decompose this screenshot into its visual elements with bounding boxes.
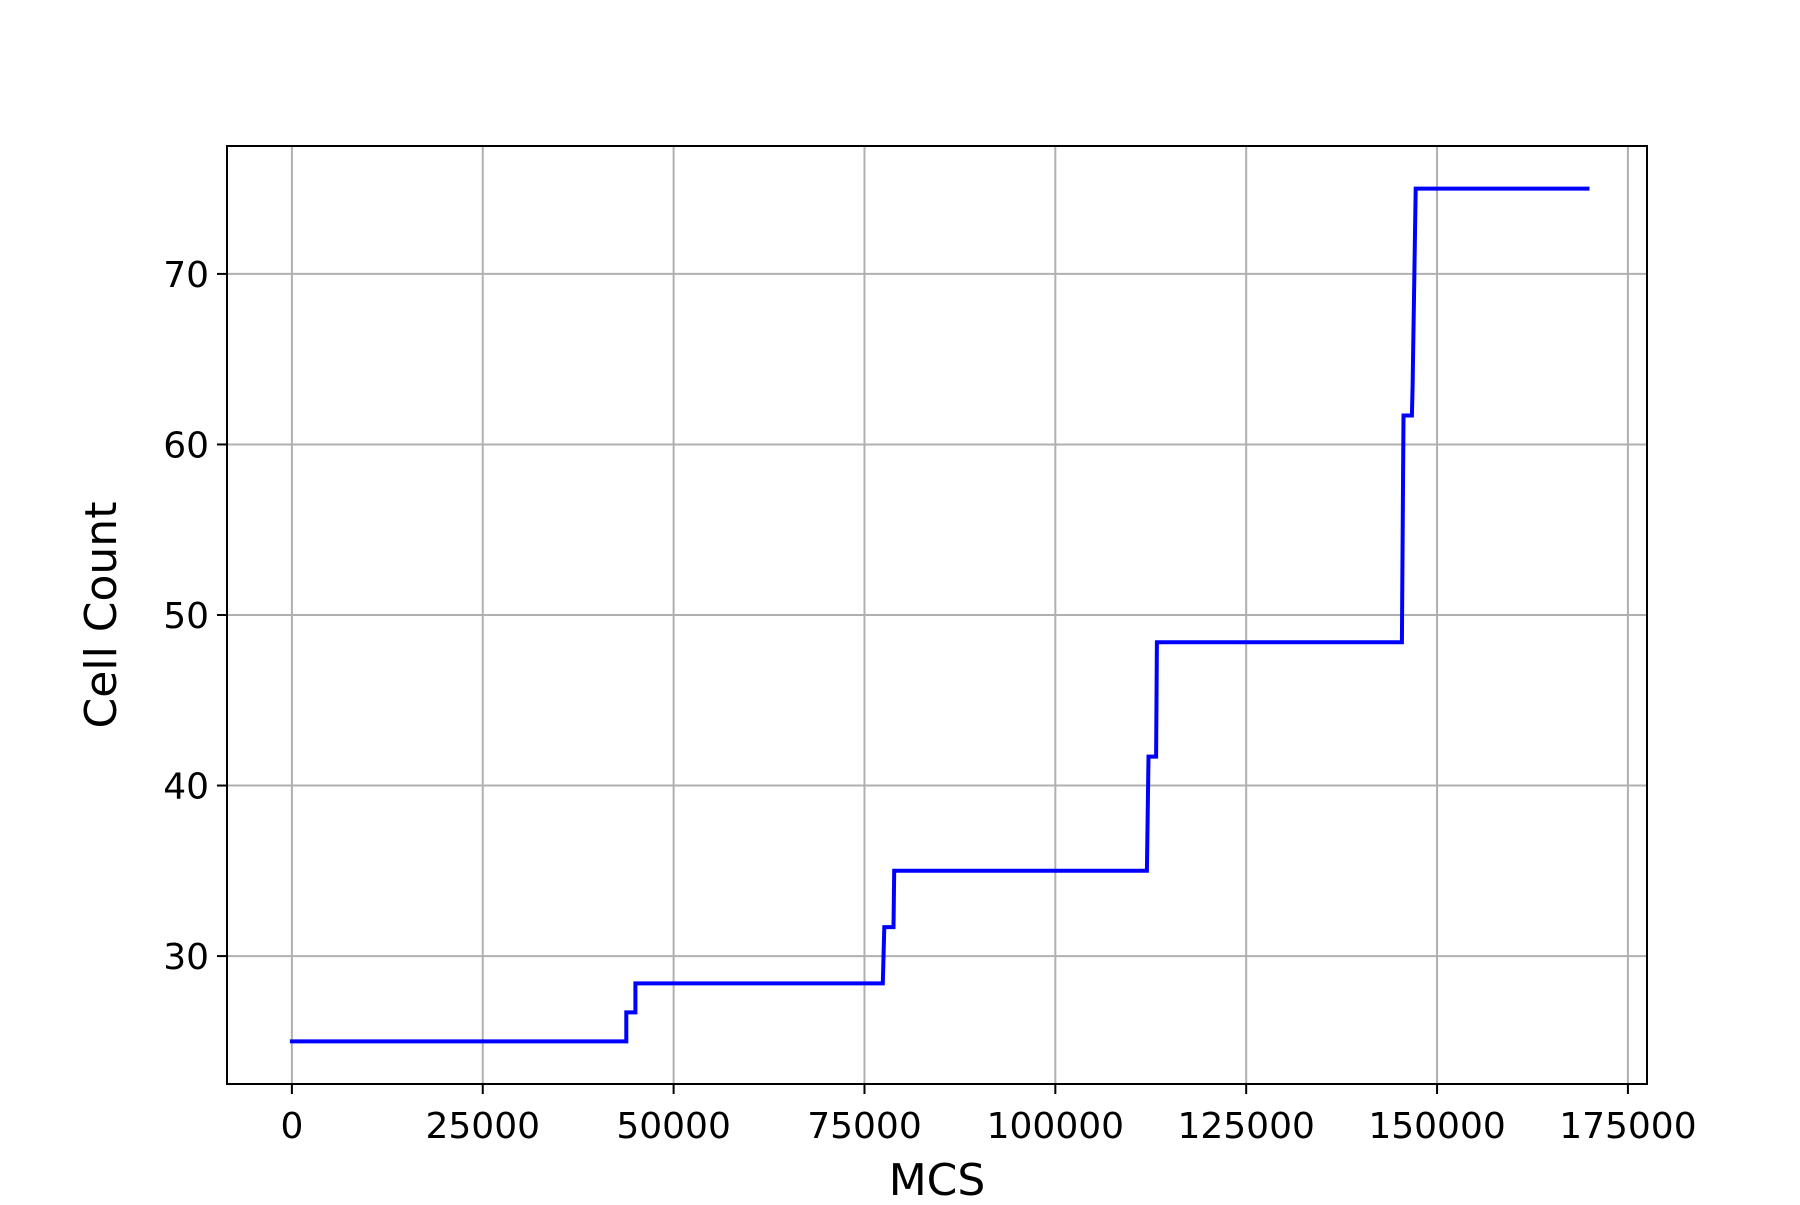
y-tick-label: 70: [163, 255, 209, 296]
x-tick-label: 100000: [987, 1106, 1124, 1147]
y-axis-ticks: 30 40 50 60 70: [163, 255, 227, 978]
x-tick-label: 0: [280, 1106, 303, 1147]
grid-lines: [227, 146, 1647, 1084]
x-tick-label: 150000: [1368, 1106, 1505, 1147]
y-tick-label: 30: [163, 937, 209, 978]
series-line: [289, 186, 1590, 1044]
y-axis-label: Cell Count: [76, 502, 127, 729]
x-axis-ticks: 0 25000 50000 75000 100000 125000 150000 175000: [280, 1084, 1697, 1147]
x-axis-label: MCS: [889, 1155, 986, 1200]
x-tick-label: 175000: [1559, 1106, 1696, 1147]
x-tick-label: 50000: [616, 1106, 731, 1147]
x-tick-label: 125000: [1177, 1106, 1314, 1147]
series-layer: [289, 186, 1590, 1044]
y-tick-label: 50: [163, 596, 209, 637]
x-tick-label: 75000: [807, 1106, 922, 1147]
y-tick-label: 40: [163, 767, 209, 808]
x-tick-label: 25000: [425, 1106, 540, 1147]
y-tick-label: 60: [163, 425, 209, 466]
